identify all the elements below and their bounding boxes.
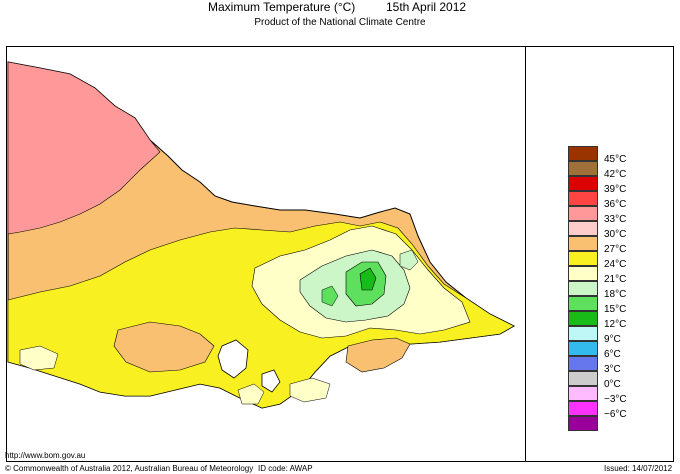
footer-id-code: ID code: AWAP [258, 464, 313, 473]
legend-label: 45°C [604, 154, 627, 165]
region-pocket-18a [321, 285, 339, 307]
legend-label: 24°C [604, 259, 627, 270]
legend-label: 18°C [604, 289, 627, 300]
legend-swatch [568, 341, 598, 356]
region-alpine-15 [359, 267, 377, 291]
legend-entry: 36°C [568, 191, 678, 210]
frame-divider [525, 46, 526, 462]
region-pocket-21b [399, 249, 419, 271]
map-subtitle: Product of the National Climate Centre [254, 17, 426, 28]
legend-swatch [568, 206, 598, 221]
legend-swatch [568, 311, 598, 326]
legend-label: 6°C [604, 349, 621, 360]
region-west-coast-24 [19, 345, 59, 371]
legend-label: 27°C [604, 244, 627, 255]
legend-swatch [568, 326, 598, 341]
legend-swatch [568, 161, 598, 176]
legend-swatch [568, 281, 598, 296]
legend-swatch [568, 371, 598, 386]
legend-label: −3°C [604, 394, 627, 405]
legend-entry: −3°C [568, 386, 678, 405]
footer-issued: Issued: 14/07/2012 [604, 464, 673, 473]
title-row: Maximum Temperature (°C) 15th April 2012 [0, 0, 680, 18]
legend-entry: 12°C [568, 311, 678, 330]
legend-swatch [568, 146, 598, 161]
legend-entry: 39°C [568, 176, 678, 195]
footer-url: http://www.bom.gov.au [5, 451, 86, 460]
region-northwest-hot [7, 61, 161, 235]
legend-label: 33°C [604, 214, 627, 225]
legend-swatch [568, 251, 598, 266]
western-port [261, 369, 281, 393]
port-phillip-bay [217, 339, 249, 379]
legend-entry: 15°C [568, 296, 678, 315]
footer-copyright: © Commonwealth of Australia 2012, Austra… [5, 464, 254, 473]
legend-swatch [568, 221, 598, 236]
legend-label: 0°C [604, 379, 621, 390]
region-gippsland-30 [345, 337, 411, 373]
region-peninsula-24 [237, 383, 265, 405]
legend-label: −6°C [604, 409, 627, 420]
legend-entry: 18°C [568, 281, 678, 300]
legend-label: 12°C [604, 319, 627, 330]
legend-label: 30°C [604, 229, 627, 240]
map-title: Maximum Temperature (°C) [208, 0, 356, 14]
region-south-24 [289, 377, 331, 403]
legend-entry: 45°C [568, 146, 678, 165]
legend-label: 21°C [604, 274, 627, 285]
legend-label: 3°C [604, 364, 621, 375]
legend-entry: −6°C [568, 401, 678, 420]
legend-entry [568, 416, 678, 431]
legend-swatch [568, 296, 598, 311]
legend-swatch [568, 236, 598, 251]
victoria-temperature-map [7, 61, 516, 409]
legend-entry: 42°C [568, 161, 678, 180]
legend-label: 15°C [604, 304, 627, 315]
legend-label: 39°C [604, 184, 627, 195]
legend-swatch [568, 176, 598, 191]
legend-entry: 27°C [568, 236, 678, 255]
legend-entry: 30°C [568, 221, 678, 240]
legend-entry: 9°C [568, 326, 678, 345]
region-southwest-30 [113, 321, 215, 373]
legend-entry: 0°C [568, 371, 678, 390]
legend-entry: 24°C [568, 251, 678, 270]
legend-entry: 33°C [568, 206, 678, 225]
legend-swatch [568, 416, 598, 431]
legend-swatch [568, 356, 598, 371]
legend-swatch [568, 191, 598, 206]
legend-label: 42°C [604, 169, 627, 180]
legend-label: 9°C [604, 334, 621, 345]
legend-entry: 21°C [568, 266, 678, 285]
legend-swatch [568, 401, 598, 416]
map-date: 15th April 2012 [386, 0, 467, 14]
legend-label: 36°C [604, 199, 627, 210]
legend-entry: 3°C [568, 356, 678, 375]
legend-swatch [568, 386, 598, 401]
map-frame [6, 46, 674, 462]
legend-swatch [568, 266, 598, 281]
legend-entry: 6°C [568, 341, 678, 360]
